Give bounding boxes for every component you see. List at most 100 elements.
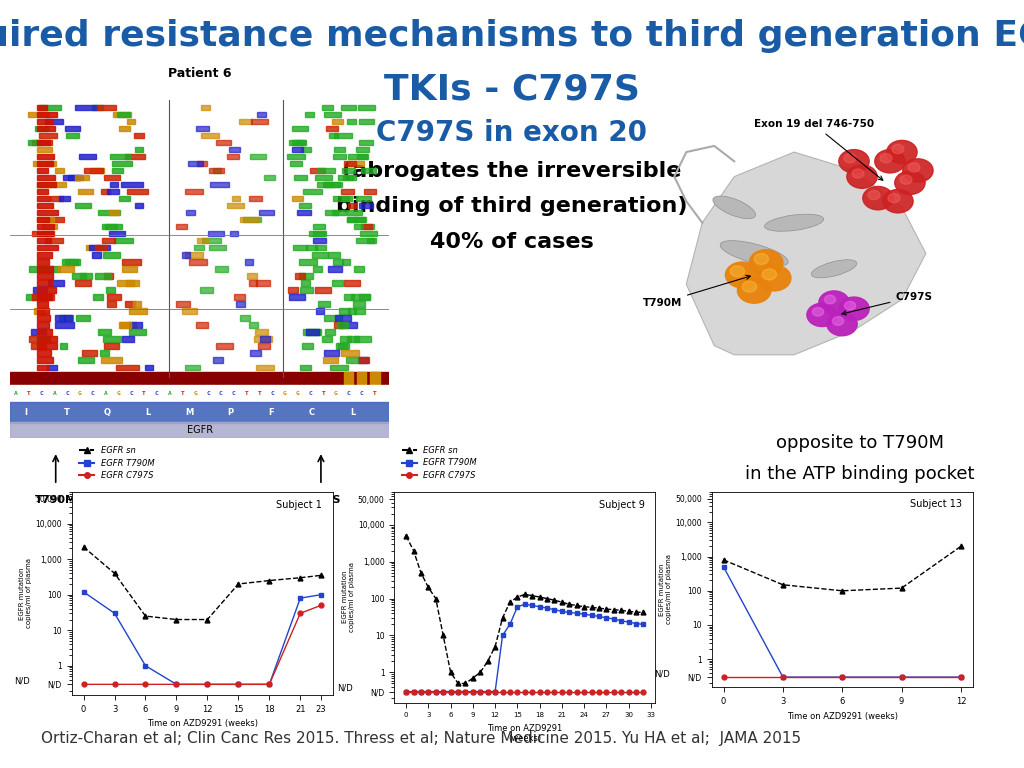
EGFR sn	[444, 667, 457, 677]
Text: C: C	[40, 391, 43, 396]
Bar	[113, 161, 132, 166]
EGFR sn	[777, 580, 790, 589]
EGFR C797S	[109, 680, 121, 689]
Bar	[299, 273, 313, 279]
EGFR T790M	[836, 673, 848, 682]
Bar	[92, 104, 103, 110]
Bar	[299, 203, 311, 208]
Bar	[37, 252, 52, 257]
Bar	[198, 161, 208, 166]
Bar	[37, 231, 53, 237]
Bar	[347, 118, 356, 124]
Bar	[37, 308, 49, 313]
Bar	[62, 259, 78, 264]
Text: A: A	[52, 391, 56, 396]
EGFR C797S	[294, 609, 306, 618]
Bar	[300, 365, 310, 370]
Bar	[200, 287, 213, 293]
Bar	[342, 196, 352, 201]
EGFR C797S	[630, 687, 642, 697]
Text: Subject 1: Subject 1	[276, 500, 323, 510]
Bar	[227, 203, 245, 208]
Bar	[348, 161, 365, 166]
Bar	[365, 224, 374, 230]
Bar	[10, 372, 389, 386]
Bar	[228, 147, 240, 152]
Circle shape	[824, 295, 836, 304]
Bar	[324, 182, 342, 187]
Bar	[344, 294, 353, 300]
Bar	[209, 245, 226, 250]
Bar	[356, 196, 371, 201]
EGFR sn	[541, 594, 553, 603]
Bar	[37, 273, 52, 279]
Bar	[98, 210, 121, 215]
EGFR C797S	[400, 687, 413, 697]
EGFR T790M	[314, 590, 327, 599]
Bar	[315, 308, 325, 313]
Bar	[134, 203, 142, 208]
EGFR T790M	[607, 614, 620, 624]
Circle shape	[903, 159, 933, 182]
EGFR T790M	[170, 680, 182, 689]
Bar	[134, 133, 143, 138]
EGFR C797S	[623, 687, 635, 697]
Bar	[241, 217, 259, 223]
Ellipse shape	[713, 196, 756, 219]
Circle shape	[730, 266, 744, 276]
EGFR T790M	[586, 611, 598, 620]
Bar	[58, 266, 75, 272]
Bar	[195, 245, 204, 250]
Text: Subject 13: Subject 13	[910, 499, 963, 509]
Circle shape	[895, 171, 925, 194]
Bar	[329, 252, 340, 257]
EGFR sn	[474, 667, 486, 677]
Bar	[10, 385, 389, 402]
Text: G: G	[283, 391, 287, 396]
Bar	[37, 350, 50, 356]
Circle shape	[845, 301, 856, 310]
Circle shape	[819, 291, 849, 314]
Bar	[126, 280, 134, 286]
Bar	[109, 210, 119, 215]
Text: T: T	[180, 391, 184, 396]
EGFR T790M	[954, 673, 967, 682]
Circle shape	[847, 165, 878, 188]
Bar	[37, 182, 51, 187]
Bar	[67, 133, 79, 138]
Bar	[31, 343, 46, 349]
EGFR sn	[400, 531, 413, 541]
Text: C797S: C797S	[301, 495, 341, 505]
Circle shape	[826, 313, 857, 336]
Bar	[361, 167, 376, 174]
EGFR T790M	[556, 607, 568, 616]
Bar	[98, 329, 111, 335]
Circle shape	[750, 250, 783, 276]
Text: Exon 19 del 746-750: Exon 19 del 746-750	[754, 120, 883, 180]
Bar	[258, 343, 270, 349]
Bar	[33, 161, 52, 166]
Bar	[358, 140, 374, 145]
Bar	[342, 167, 354, 174]
EGFR sn	[109, 568, 121, 578]
Bar	[111, 182, 119, 187]
EGFR sn	[314, 571, 327, 580]
Bar	[37, 161, 53, 166]
Bar	[324, 111, 341, 117]
Bar	[104, 175, 120, 180]
Circle shape	[762, 269, 776, 280]
Bar	[125, 154, 145, 159]
Bar	[37, 301, 48, 306]
Bar	[356, 238, 374, 243]
Bar	[63, 316, 72, 321]
EGFR sn	[637, 607, 649, 617]
Bar	[122, 259, 140, 264]
Text: G: G	[296, 391, 299, 396]
Bar	[37, 217, 49, 223]
Bar	[337, 323, 348, 328]
Bar	[341, 189, 353, 194]
Text: C: C	[359, 391, 364, 396]
Bar	[10, 402, 389, 422]
EGFR C797S	[836, 673, 848, 682]
Bar	[40, 104, 60, 110]
